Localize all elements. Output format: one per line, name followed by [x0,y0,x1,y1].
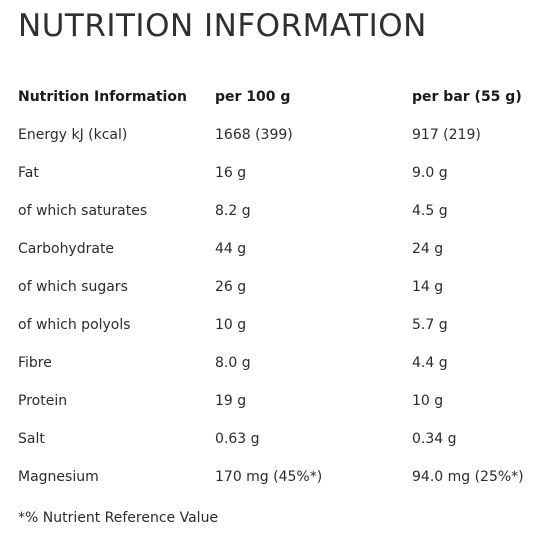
nutrient-name: Energy kJ (kcal) [18,127,128,143]
value-per-100g: 0.63 g [215,431,260,447]
value-per-bar: 9.0 g [412,165,448,181]
header-per-100g: per 100 g [215,89,291,105]
table-row: Energy kJ (kcal) 1668 (399) 917 (219) [18,116,543,154]
nutrient-name: of which polyols [18,317,131,333]
nutrient-name: Salt [18,431,45,447]
nutrient-name: of which saturates [18,203,148,219]
value-per-bar: 4.5 g [412,203,448,219]
nutrient-name: Carbohydrate [18,241,115,257]
nutrient-name: Magnesium [18,469,99,485]
table-row: Fibre 8.0 g 4.4 g [18,344,543,382]
nutrient-name: Fat [18,165,39,181]
table-row: Fat 16 g 9.0 g [18,154,543,192]
table-row: Magnesium 170 mg (45%*) 94.0 mg (25%*) [18,458,543,496]
value-per-100g: 26 g [215,279,247,295]
nutrition-table: Nutrition Information per 100 g per bar … [18,78,543,496]
value-per-bar: 4.4 g [412,355,448,371]
header-per-bar: per bar (55 g) [412,89,522,105]
value-per-bar: 14 g [412,279,444,295]
value-per-100g: 16 g [215,165,247,181]
table-row: Carbohydrate 44 g 24 g [18,230,543,268]
table-row: Salt 0.63 g 0.34 g [18,420,543,458]
nutrient-name: Fibre [18,355,52,371]
table-row: of which polyols 10 g 5.7 g [18,306,543,344]
value-per-100g: 8.0 g [215,355,251,371]
value-per-100g: 44 g [215,241,247,257]
header-nutrition-information: Nutrition Information [18,89,187,105]
value-per-100g: 170 mg (45%*) [215,469,323,485]
table-row: of which saturates 8.2 g 4.5 g [18,192,543,230]
nutrient-name: of which sugars [18,279,128,295]
value-per-100g: 10 g [215,317,247,333]
value-per-100g: 19 g [215,393,247,409]
page-title: NUTRITION INFORMATION [18,8,427,44]
footnote: *% Nutrient Reference Value [18,510,219,526]
nutrient-name: Protein [18,393,68,409]
value-per-bar: 0.34 g [412,431,457,447]
table-row: Protein 19 g 10 g [18,382,543,420]
value-per-100g: 8.2 g [215,203,251,219]
table-header-row: Nutrition Information per 100 g per bar … [18,78,543,116]
value-per-bar: 917 (219) [412,127,481,143]
value-per-bar: 94.0 mg (25%*) [412,469,524,485]
value-per-bar: 24 g [412,241,444,257]
value-per-100g: 1668 (399) [215,127,293,143]
value-per-bar: 5.7 g [412,317,448,333]
table-row: of which sugars 26 g 14 g [18,268,543,306]
value-per-bar: 10 g [412,393,444,409]
